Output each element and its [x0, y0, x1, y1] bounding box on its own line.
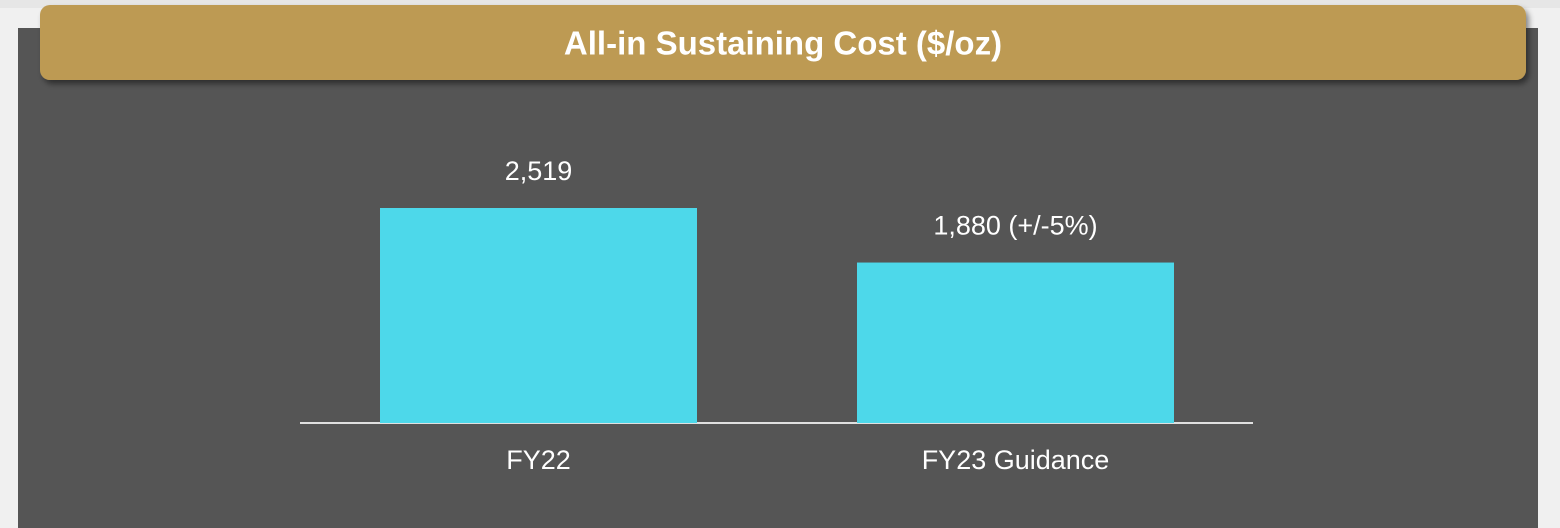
value-label: 2,519 [505, 156, 573, 186]
x-tick-label: FY22 [506, 445, 571, 475]
top-strip [0, 0, 1560, 8]
chart-title: All-in Sustaining Cost ($/oz) [564, 25, 1002, 62]
title-banner [40, 5, 1526, 80]
value-label: 1,880 (+/-5%) [933, 211, 1097, 241]
x-tick-label: FY23 Guidance [922, 445, 1110, 475]
bar [857, 262, 1174, 423]
bar [380, 208, 697, 423]
panel [18, 28, 1538, 528]
